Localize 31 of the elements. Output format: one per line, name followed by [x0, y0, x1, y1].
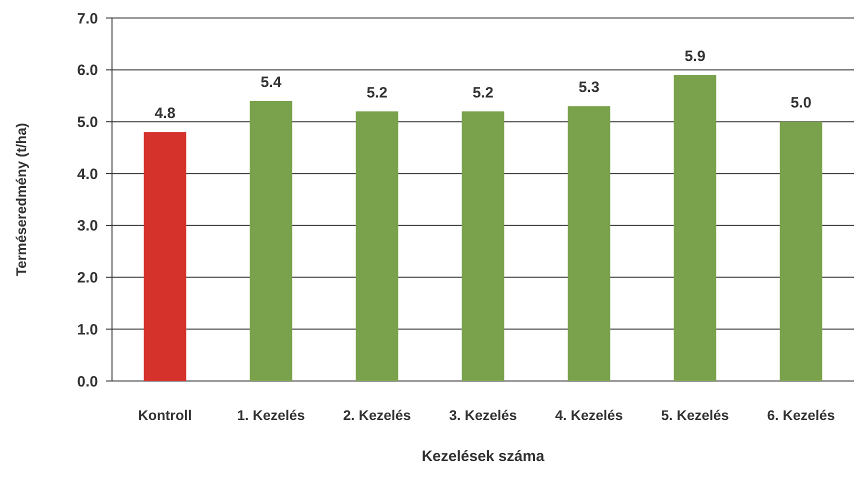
- x-tick-label: Kontroll: [138, 407, 192, 423]
- bar: [674, 75, 716, 381]
- data-label: 5.2: [366, 84, 388, 102]
- x-tick-label: 6. Kezelés: [767, 407, 836, 423]
- bar: [780, 122, 822, 381]
- bar: [250, 100, 292, 381]
- x-axis-title: Kezelések száma: [422, 448, 545, 465]
- x-tick-label: 1. Kezelés: [237, 407, 306, 423]
- y-tick-label: 3.0: [77, 218, 98, 235]
- data-label: 5.0: [790, 94, 812, 112]
- y-axis-title: Terméseredmény (t/ha): [13, 122, 29, 276]
- bar: [144, 132, 186, 381]
- y-tick-label: 6.0: [77, 62, 98, 80]
- bar: [568, 106, 610, 381]
- y-tick-label: 2.0: [77, 270, 98, 287]
- y-tick-label: 4.0: [77, 166, 98, 183]
- y-tick-label: 7.0: [77, 10, 98, 28]
- x-tick-label: 3. Kezelés: [449, 407, 518, 423]
- x-tick-label: 4. Kezelés: [555, 407, 624, 423]
- data-label: 5.3: [578, 79, 600, 96]
- data-label: 5.9: [684, 48, 706, 66]
- bar: [462, 111, 504, 381]
- data-label: 4.8: [154, 105, 176, 122]
- bar: [356, 111, 398, 381]
- y-tick-label: 5.0: [77, 114, 98, 131]
- x-tick-label: 5. Kezelés: [661, 407, 730, 423]
- data-label: 5.2: [472, 84, 494, 102]
- data-label: 5.4: [260, 74, 282, 91]
- y-tick-label: 0.0: [77, 373, 98, 390]
- x-tick-label: 2. Kezelés: [343, 407, 412, 423]
- y-tick-label: 1.0: [77, 321, 98, 338]
